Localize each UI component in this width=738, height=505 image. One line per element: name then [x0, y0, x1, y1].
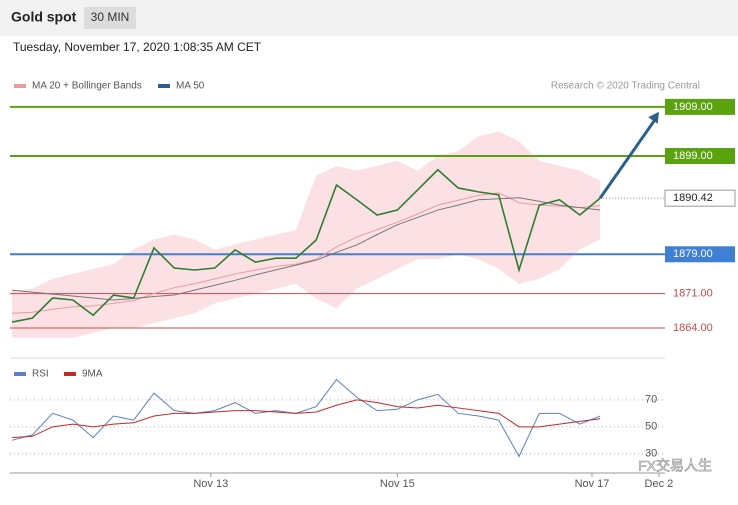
level-label: 1879.00 — [673, 248, 713, 260]
forecast-arrow — [598, 118, 657, 200]
interval-badge[interactable] — [84, 7, 136, 29]
x-tick-label: Nov 13 — [193, 478, 228, 490]
legend-swatch — [14, 372, 26, 376]
last-price-label: 1890.42 — [673, 192, 713, 204]
x-tick-label: Dec 2 — [645, 478, 674, 490]
price-line — [11, 168, 601, 323]
level-box — [665, 246, 735, 263]
ma20-line — [12, 192, 601, 314]
timestamp: Tuesday, November 17, 2020 1:08:35 AM CE… — [13, 40, 262, 54]
ma50-line — [11, 197, 601, 301]
forecast-arrowhead — [648, 111, 659, 124]
legend-label: RSI — [32, 369, 49, 380]
legend-swatch — [14, 84, 26, 88]
level-label: 1909.00 — [673, 101, 713, 113]
interval[interactable]: 30 MIN — [91, 10, 130, 24]
bollinger-band — [12, 131, 601, 338]
x-tick-label: Nov 15 — [380, 478, 415, 490]
level-label: 1871.00 — [673, 287, 713, 299]
watermark: FX交易人生 — [638, 458, 712, 474]
title: Gold spot — [11, 9, 77, 25]
credit: Research © 2020 Trading Central — [551, 81, 700, 92]
legend-swatch — [158, 84, 170, 88]
rsi-tick-label: 50 — [645, 421, 657, 433]
rsi-line — [11, 399, 601, 439]
legend-label: MA 50 — [176, 81, 205, 92]
last-price-box — [664, 189, 736, 207]
level-label: 1899.00 — [673, 150, 713, 162]
legend-label: MA 20 + Bollinger Bands — [32, 81, 142, 92]
rsi-line — [11, 378, 601, 458]
legend-swatch — [64, 372, 76, 376]
level-box — [665, 148, 735, 165]
rsi-tick-label: 70 — [645, 394, 657, 406]
level-label: 1864.00 — [673, 322, 713, 334]
rsi-tick-label: 30 — [645, 448, 657, 460]
level-box — [665, 98, 735, 115]
x-tick-label: Nov 17 — [575, 478, 610, 490]
legend-label: 9MA — [82, 369, 103, 380]
